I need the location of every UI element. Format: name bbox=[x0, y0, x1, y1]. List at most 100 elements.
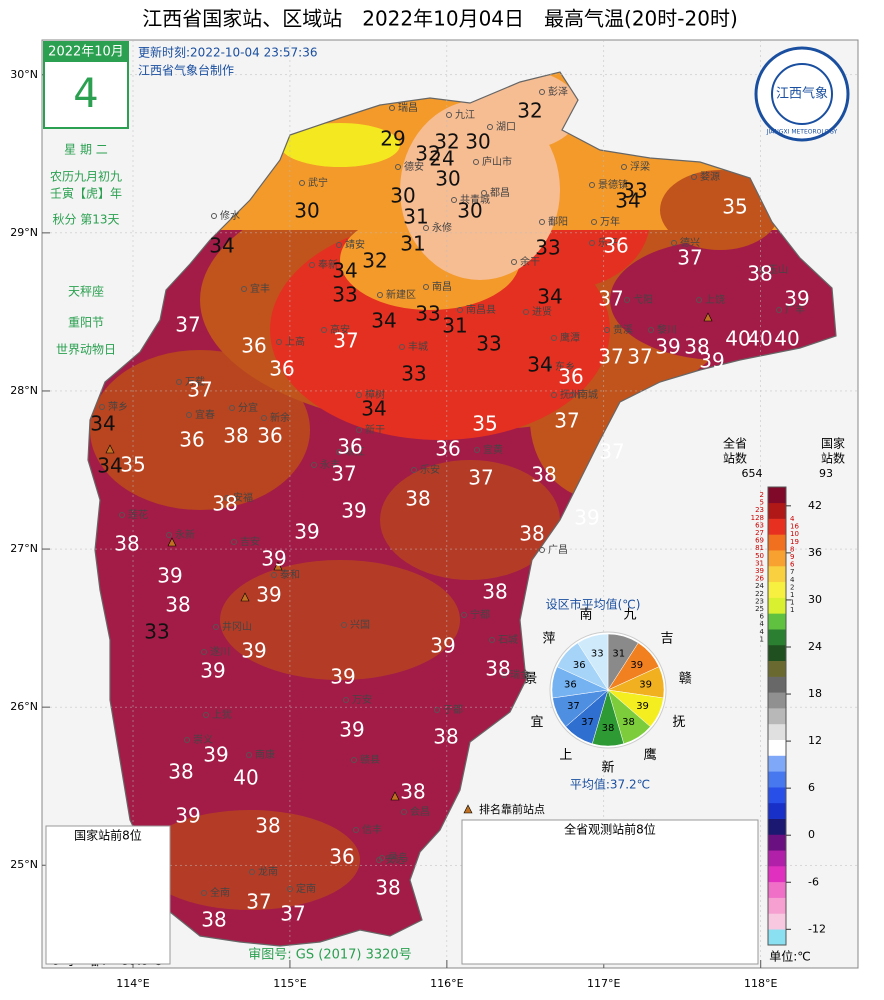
temperature: 37 bbox=[331, 462, 356, 486]
nat-count: 4 bbox=[790, 576, 795, 584]
all-count: 6 bbox=[760, 613, 765, 621]
place-name: 樟树 bbox=[365, 388, 385, 401]
rank-note: 排名靠前站点 bbox=[479, 802, 545, 816]
temperature: 39 bbox=[175, 804, 200, 828]
temperature: 36 bbox=[558, 365, 583, 389]
logo-en: JIANGXI METEOROLOGY bbox=[766, 129, 838, 136]
pie-label: 吉 bbox=[660, 631, 673, 646]
table-title: 全省观测站前8位 bbox=[564, 822, 656, 837]
nat-count-total: 93 bbox=[819, 467, 833, 480]
temperature: 33 bbox=[476, 332, 501, 356]
temperature: 36 bbox=[435, 437, 460, 461]
legend-swatch bbox=[768, 613, 786, 630]
place-name: 鹰潭 bbox=[560, 331, 580, 344]
temperature: 35 bbox=[120, 453, 145, 477]
temperature: 33 bbox=[144, 620, 169, 644]
place-name: 德安 bbox=[404, 160, 424, 173]
temperature: 39 bbox=[261, 547, 286, 571]
legend-label: 30 bbox=[808, 593, 822, 606]
temperature: 36 bbox=[257, 424, 282, 448]
station-dot bbox=[589, 240, 595, 246]
temperature: 32 bbox=[415, 142, 440, 166]
nat-count: 6 bbox=[790, 561, 795, 569]
temperature: 30 bbox=[457, 199, 482, 223]
station-dot bbox=[379, 855, 385, 861]
temperature: 34 bbox=[371, 309, 396, 333]
all-count: 81 bbox=[755, 544, 764, 552]
place-name: 修水 bbox=[220, 209, 240, 222]
station-dot bbox=[624, 297, 630, 303]
place-name: 东乡 bbox=[555, 360, 575, 373]
station-dot bbox=[166, 532, 172, 538]
station-dot bbox=[309, 262, 315, 268]
place-name: 万载 bbox=[185, 376, 205, 388]
place-name: 乐安 bbox=[420, 463, 440, 476]
temperature: 37 bbox=[599, 440, 624, 464]
place-name: 宜丰 bbox=[250, 282, 270, 295]
temperature: 39 bbox=[341, 499, 366, 523]
pie-label: 鹰 bbox=[644, 747, 657, 763]
place-name: 赣县 bbox=[360, 753, 380, 766]
temperature: 30 bbox=[390, 184, 415, 208]
station-dot bbox=[271, 572, 277, 578]
station-dot bbox=[224, 495, 230, 501]
unit: 单位:℃ bbox=[769, 949, 811, 964]
place-name: 弋阳 bbox=[633, 293, 653, 306]
temperature: 31 bbox=[403, 205, 428, 229]
table-title: 国家站前8位 bbox=[74, 828, 142, 843]
station-dot bbox=[423, 284, 429, 290]
temperature: 37 bbox=[554, 409, 579, 433]
place-name: 宜春 bbox=[195, 408, 215, 421]
legend-swatch bbox=[768, 881, 786, 898]
lon-label: 115°E bbox=[273, 977, 306, 990]
place-name: 景德镇 bbox=[598, 178, 628, 191]
place-name: 遂川 bbox=[210, 645, 230, 658]
pie-footer: 平均值:37.2℃ bbox=[570, 777, 650, 792]
weekday: 星 期 二 bbox=[64, 143, 108, 157]
temperature: 38 bbox=[375, 876, 400, 900]
station-dot bbox=[299, 180, 305, 186]
temperature: 38 bbox=[168, 760, 193, 784]
station-dot bbox=[759, 267, 765, 273]
station-dot bbox=[551, 392, 557, 398]
place-name: 广丰 bbox=[785, 303, 805, 316]
place-name: 新建区 bbox=[386, 288, 416, 301]
station-dot bbox=[551, 335, 557, 341]
station-dot bbox=[186, 412, 192, 418]
place-name: 兴国 bbox=[350, 619, 370, 631]
all-count: 27 bbox=[755, 529, 764, 537]
temperature: 30 bbox=[435, 167, 460, 191]
legend-swatch bbox=[768, 644, 786, 662]
legend-swatch bbox=[768, 723, 786, 740]
temperature: 38 bbox=[400, 780, 425, 804]
all-count: 24 bbox=[755, 582, 764, 590]
legend-label: 18 bbox=[808, 687, 822, 700]
place-name: 玉山 bbox=[768, 264, 788, 276]
temperature: 39 bbox=[294, 520, 319, 544]
temperature: 34 bbox=[615, 189, 640, 213]
legend-label: 0 bbox=[808, 828, 815, 841]
approval: 审图号: GS (2017) 3320号 bbox=[248, 948, 411, 963]
nat-count: 1 bbox=[790, 591, 794, 599]
pie-label: 赣 bbox=[679, 671, 692, 686]
all-table bbox=[461, 819, 759, 965]
legend-swatch bbox=[768, 739, 786, 756]
station-dot bbox=[321, 327, 327, 333]
station-dot bbox=[401, 809, 407, 815]
lat-label: 28°N bbox=[10, 384, 38, 397]
temperature: 40 bbox=[747, 327, 772, 351]
nat-label: 站数 bbox=[821, 451, 845, 466]
temperature: 38 bbox=[212, 492, 237, 516]
station-dot bbox=[696, 297, 702, 303]
place-name: 井冈山 bbox=[222, 620, 252, 633]
temperature: 31 bbox=[442, 314, 467, 338]
station-dot bbox=[231, 539, 237, 545]
place-name: 上饶 bbox=[705, 293, 725, 306]
place-name: 安福 bbox=[233, 491, 253, 504]
place-name: 浮梁 bbox=[630, 160, 650, 173]
place-name: 乐平 bbox=[598, 237, 618, 249]
place-name: 吉安 bbox=[240, 535, 260, 548]
temperature: 39 bbox=[430, 634, 455, 658]
all-count: 23 bbox=[755, 506, 764, 514]
place-name: 九江 bbox=[455, 109, 475, 121]
